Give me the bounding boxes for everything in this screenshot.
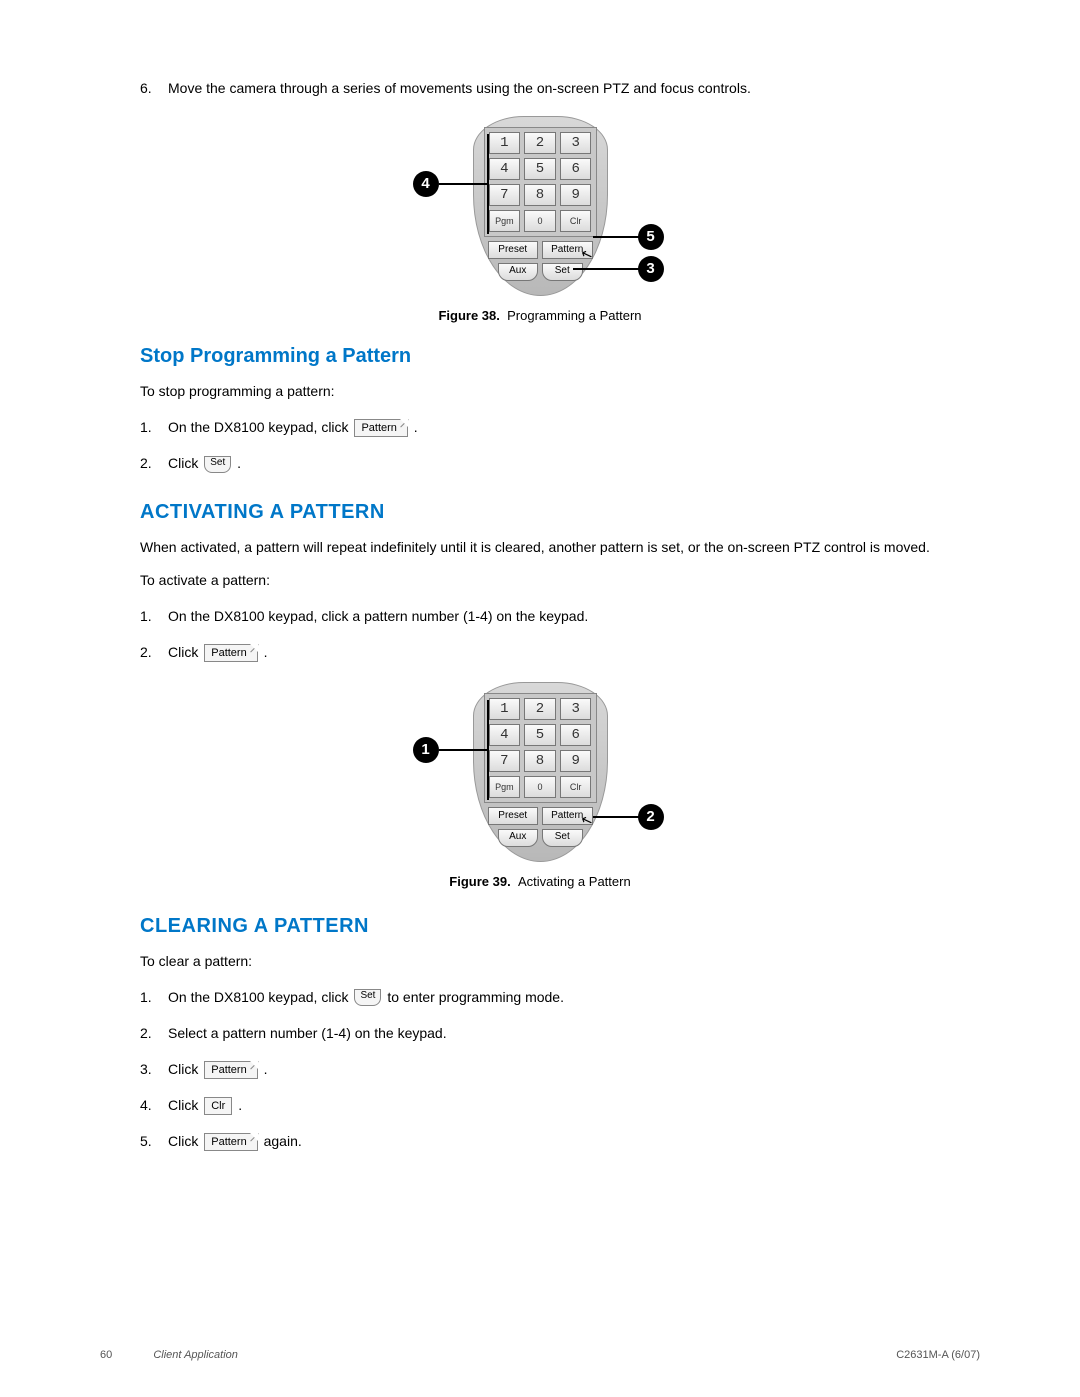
callout-lead xyxy=(439,749,487,751)
callout-lead xyxy=(439,183,487,185)
keypad-preset-button: Preset xyxy=(488,807,539,825)
activating-p1: When activated, a pattern will repeat in… xyxy=(140,538,940,557)
pattern-button-inline: Pattern xyxy=(204,644,257,662)
footer-docid: C2631M-A (6/07) xyxy=(896,1349,980,1361)
clr-step-4: 4. Click Clr . xyxy=(168,1093,940,1117)
keypad-key-6: 6 xyxy=(560,158,592,180)
callout-2: 2 xyxy=(638,804,664,830)
callout-lead xyxy=(593,816,639,818)
set-button-inline: Set xyxy=(354,989,381,1006)
clearing-intro: To clear a pattern: xyxy=(140,952,940,971)
keypad-key-9: 9 xyxy=(560,184,592,206)
set-button-inline: Set xyxy=(204,456,231,473)
keypad-key-2: 2 xyxy=(524,132,556,154)
callout-lead xyxy=(487,134,489,234)
stop-intro: To stop programming a pattern: xyxy=(140,382,940,401)
callout-1: 1 xyxy=(413,737,439,763)
callout-lead xyxy=(573,268,639,270)
keypad-key-1: 1 xyxy=(489,132,521,154)
keypad-key-pgm: Pgm xyxy=(489,210,521,232)
keypad-preset-button: Preset xyxy=(488,241,539,259)
keypad-key-2: 2 xyxy=(524,698,556,720)
keypad-key-0: 0 xyxy=(524,210,556,232)
keypad-key-1: 1 xyxy=(489,698,521,720)
step-6-text: 6. Move the camera through a series of m… xyxy=(140,80,940,96)
act-step-1: 1. On the DX8100 keypad, click a pattern… xyxy=(168,604,940,628)
fig39-text: Activating a Pattern xyxy=(518,874,631,889)
figure-39: 123456789Pgm0ClrPresetPatternAuxSet↖12 xyxy=(140,682,940,862)
pattern-button-inline: Pattern xyxy=(204,1133,257,1151)
fig39-label: Figure 39. xyxy=(449,874,510,889)
pattern-button-inline: Pattern xyxy=(204,1061,257,1079)
keypad-figure-38: 123456789Pgm0ClrPresetPatternAuxSet↖453 xyxy=(473,116,608,296)
fig38-label: Figure 38. xyxy=(438,308,499,323)
keypad-key-pgm: Pgm xyxy=(489,776,521,798)
keypad-set-button: Set xyxy=(542,829,583,847)
clr-button-inline: Clr xyxy=(204,1097,232,1115)
keypad-key-3: 3 xyxy=(560,132,592,154)
page-number: 60 xyxy=(100,1349,112,1361)
keypad-key-3: 3 xyxy=(560,698,592,720)
callout-3: 3 xyxy=(638,256,664,282)
keypad-key-clr: Clr xyxy=(560,776,592,798)
keypad-key-8: 8 xyxy=(524,184,556,206)
keypad-set-button: Set xyxy=(542,263,583,281)
activating-steps: 1. On the DX8100 keypad, click a pattern… xyxy=(140,604,940,664)
callout-5: 5 xyxy=(638,224,664,250)
stop-step-1: 1. On the DX8100 keypad, click Pattern . xyxy=(168,415,940,439)
clearing-steps: 1. On the DX8100 keypad, click Set to en… xyxy=(140,985,940,1153)
callout-lead xyxy=(593,236,639,238)
fig38-text: Programming a Pattern xyxy=(507,308,641,323)
keypad-figure-39: 123456789Pgm0ClrPresetPatternAuxSet↖12 xyxy=(473,682,608,862)
figure-38-caption: Figure 38. Programming a Pattern xyxy=(140,308,940,323)
page-footer: 60 Client Application C2631M-A (6/07) xyxy=(100,1349,980,1361)
step-6-body: Move the camera through a series of move… xyxy=(168,80,751,96)
keypad-key-0: 0 xyxy=(524,776,556,798)
stop-step-2: 2. Click Set . xyxy=(168,451,940,475)
clr-step-5: 5. Click Pattern again. xyxy=(168,1129,940,1153)
pattern-button-inline: Pattern xyxy=(354,419,407,437)
heading-stop-programming: Stop Programming a Pattern xyxy=(140,345,940,368)
heading-activating: ACTIVATING A PATTERN xyxy=(140,501,940,524)
keypad-aux-button: Aux xyxy=(498,263,539,281)
stop-steps: 1. On the DX8100 keypad, click Pattern .… xyxy=(140,415,940,475)
figure-38: 123456789Pgm0ClrPresetPatternAuxSet↖453 xyxy=(140,116,940,296)
keypad-key-7: 7 xyxy=(489,750,521,772)
callout-lead xyxy=(487,700,489,800)
keypad-key-9: 9 xyxy=(560,750,592,772)
keypad-key-4: 4 xyxy=(489,158,521,180)
keypad-key-4: 4 xyxy=(489,724,521,746)
clr-step-3: 3. Click Pattern . xyxy=(168,1057,940,1081)
callout-4: 4 xyxy=(413,171,439,197)
heading-clearing: CLEARING A PATTERN xyxy=(140,915,940,938)
clr-step-2: 2. Select a pattern number (1-4) on the … xyxy=(168,1021,940,1045)
footer-section: Client Application xyxy=(153,1349,238,1361)
keypad-key-clr: Clr xyxy=(560,210,592,232)
keypad-key-6: 6 xyxy=(560,724,592,746)
act-step-2: 2. Click Pattern . xyxy=(168,640,940,664)
keypad-key-5: 5 xyxy=(524,724,556,746)
keypad-aux-button: Aux xyxy=(498,829,539,847)
keypad-key-8: 8 xyxy=(524,750,556,772)
keypad-key-5: 5 xyxy=(524,158,556,180)
figure-39-caption: Figure 39. Activating a Pattern xyxy=(140,874,940,889)
clr-step-1: 1. On the DX8100 keypad, click Set to en… xyxy=(168,985,940,1009)
keypad-body: 123456789Pgm0ClrPresetPatternAuxSet xyxy=(473,682,608,862)
activating-intro: To activate a pattern: xyxy=(140,571,940,590)
step-6-num: 6. xyxy=(140,80,152,96)
keypad-key-7: 7 xyxy=(489,184,521,206)
